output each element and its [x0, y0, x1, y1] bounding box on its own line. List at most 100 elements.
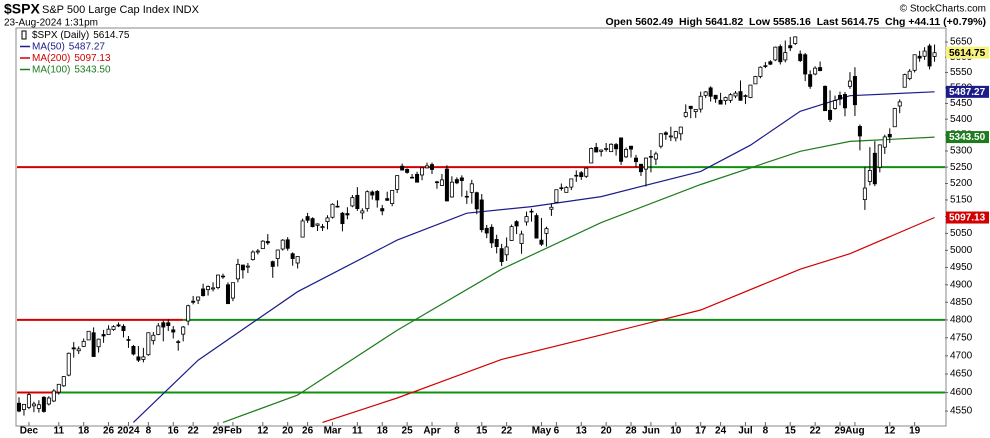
candle-body: [847, 80, 852, 87]
candle-body: [887, 133, 892, 138]
x-tick-label: 6: [554, 426, 560, 437]
candle-body: [425, 165, 430, 169]
x-tick-label: 16: [168, 426, 180, 437]
x-tick-label: 22: [810, 426, 822, 437]
candle-body: [743, 95, 748, 97]
candle-body: [703, 91, 708, 96]
candle-body: [519, 233, 524, 244]
candle-body: [748, 84, 753, 98]
candle-body: [196, 296, 201, 301]
legend-entry: MA(200) 5097.13: [32, 53, 111, 64]
candle-body: [106, 328, 111, 335]
candle-body: [36, 404, 41, 409]
candle-body: [26, 394, 31, 408]
candle-body: [648, 156, 653, 158]
candle-body: [260, 240, 265, 250]
candle-body: [434, 181, 439, 184]
candle-body: [330, 203, 335, 218]
candle-body: [733, 92, 738, 97]
candle-body: [927, 45, 932, 67]
candle-body: [290, 253, 295, 259]
candle-body: [250, 251, 255, 260]
candle-body: [469, 183, 474, 193]
x-tick-label: 28: [625, 426, 637, 437]
candle-body: [932, 52, 937, 57]
legend-name: MA(100): [32, 64, 70, 75]
candle-body: [838, 94, 843, 100]
x-tick-label: Aug: [845, 426, 864, 437]
candle-body: [798, 53, 803, 61]
legend-entry: MA(50) 5487.27: [32, 41, 105, 52]
x-tick-label: 26: [103, 426, 115, 437]
candle-body: [892, 108, 897, 128]
symbol: $SPX: [4, 1, 40, 17]
candle-body: [191, 300, 196, 303]
candle-body: [176, 341, 181, 343]
candle-body: [633, 157, 638, 163]
candle-body: [912, 54, 917, 71]
candle-body: [230, 282, 235, 299]
candle-body: [126, 339, 131, 341]
ma-line: [322, 216, 935, 423]
y-tick-label: 4650: [950, 369, 973, 380]
candle-body: [907, 70, 912, 80]
y-tick-label: 4700: [950, 350, 973, 361]
candle-body: [186, 305, 191, 322]
candle-body: [420, 167, 425, 176]
x-tick-label: 29: [834, 426, 846, 437]
candle-body: [206, 286, 211, 291]
x-tick-label: 22: [188, 426, 200, 437]
candle-body: [116, 324, 121, 327]
x-tick-label: 20: [282, 426, 294, 437]
candle-body: [638, 163, 643, 173]
x-tick-label: Mar: [324, 426, 342, 437]
legend-value: 5097.13: [74, 53, 111, 64]
candle-body: [688, 105, 693, 109]
candle-body: [121, 325, 126, 332]
candle-body: [828, 109, 833, 120]
candle-body: [793, 36, 798, 44]
candle-body: [405, 169, 410, 173]
candle-body: [56, 383, 61, 393]
candle-body: [295, 256, 300, 264]
candle-body: [509, 226, 514, 241]
candle-body: [235, 263, 240, 280]
x-tick-label: 2024: [117, 426, 140, 437]
candle-body: [569, 178, 574, 188]
candle-body: [91, 332, 96, 357]
candle-body: [917, 55, 922, 59]
candle-body: [315, 223, 320, 226]
x-tick-label: 13: [576, 426, 588, 437]
x-tick-label: Feb: [224, 426, 242, 437]
candle-body: [76, 348, 81, 352]
candle-body: [604, 148, 609, 150]
candle-body: [857, 126, 862, 137]
y-tick-label: 4750: [950, 332, 973, 343]
candle-body: [325, 217, 330, 223]
candle-body: [464, 195, 469, 198]
legend-swatch: [21, 30, 27, 40]
candle-body: [454, 179, 459, 184]
candle-body: [31, 403, 36, 407]
candle-body: [449, 181, 454, 198]
candle-body: [778, 46, 783, 63]
x-tick-label: 25: [402, 426, 414, 437]
x-tick-label: 8: [763, 426, 769, 437]
candle-body: [564, 187, 569, 193]
y-tick-label: 4950: [950, 262, 973, 273]
candle-body: [693, 109, 698, 113]
candle-body: [499, 248, 504, 263]
candle-body: [310, 218, 315, 228]
candle-body: [539, 239, 544, 245]
candle-body: [166, 322, 171, 327]
candle-body: [494, 239, 499, 247]
candle-body: [484, 227, 489, 234]
quote: Open 5602.49 High 5641.82 Low 5585.16 La…: [605, 16, 986, 28]
candle-body: [773, 46, 778, 61]
candle-body: [285, 239, 290, 249]
x-tick-label: 12: [884, 426, 896, 437]
candle-body: [320, 226, 325, 229]
candle-body: [723, 97, 728, 102]
candle-body: [131, 345, 136, 355]
candle-body: [255, 250, 260, 253]
